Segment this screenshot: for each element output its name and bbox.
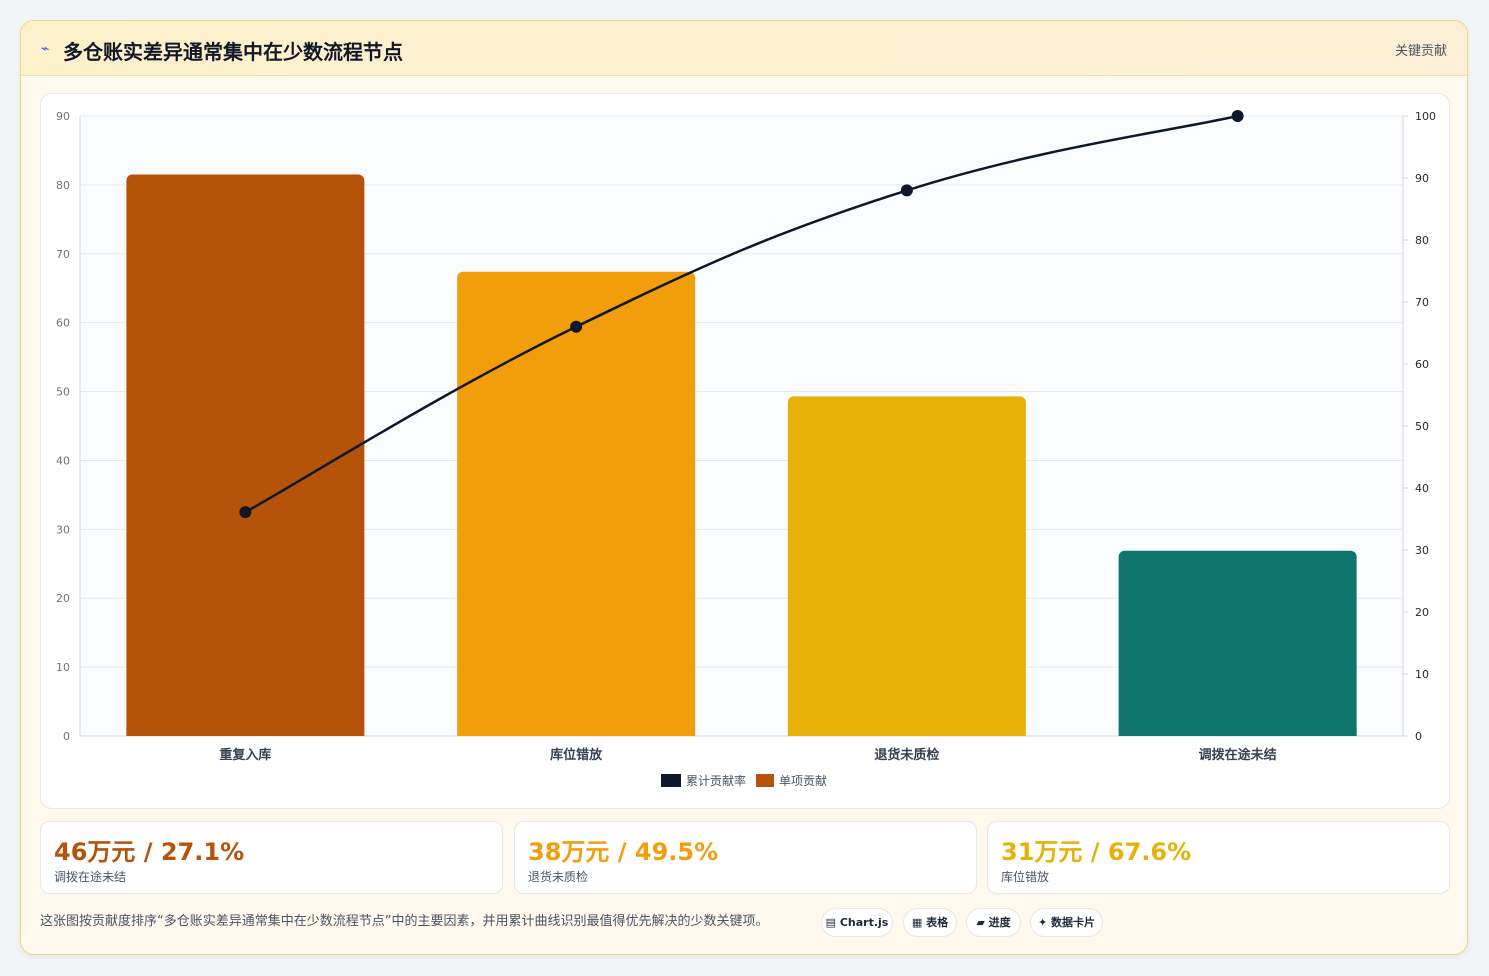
kpi-card: 31万元 / 67.6% 库位错放 (987, 821, 1450, 894)
y-right-tick-label: 30 (1415, 544, 1429, 557)
y-left-tick-label: 30 (56, 523, 70, 536)
bar-base (1118, 728, 1357, 736)
kpi-value: 38万元 / 49.5% (528, 838, 719, 866)
pareto-chart: 0 10 20 30 40 50 60 70 80 90 0 10 20 30 40 50 60 70 80 90 10… (56, 110, 1436, 788)
chip-progress[interactable]: ▰ 进度 (966, 908, 1021, 937)
y-right-tick-label: 40 (1415, 482, 1429, 495)
card-title: 多仓账实差异通常集中在少数流程节点 (63, 40, 403, 64)
y-left-tick-label: 20 (56, 592, 70, 605)
bar (126, 174, 365, 737)
chip-data-card[interactable]: ✦ 数据卡片 (1030, 908, 1103, 937)
y-left-tick-label: 90 (56, 110, 70, 123)
legend-swatch (661, 774, 681, 787)
kpi-value: 46万元 / 27.1% (54, 838, 245, 866)
cumulative-point (239, 506, 252, 519)
x-tick-label: 库位错放 (550, 747, 603, 763)
y-left-tick-label: 0 (63, 730, 70, 743)
y-right-tick-label: 20 (1415, 606, 1429, 619)
x-tick-label: 调拨在途未结 (1199, 747, 1277, 763)
bar (1118, 550, 1357, 736)
y-right-tick-label: 100 (1415, 110, 1436, 123)
y-right-tick-label: 70 (1415, 296, 1429, 309)
chip-chartjs[interactable]: ▤ Chart.js (821, 908, 893, 937)
cumulative-point (570, 320, 583, 333)
bar-base (787, 728, 1026, 736)
bar (787, 396, 1026, 736)
x-tick-label: 重复入库 (219, 747, 271, 763)
bar-base (457, 728, 696, 736)
legend-swatch (756, 774, 774, 787)
report-card: ⌁ 多仓账实差异通常集中在少数流程节点 关键贡献 0 10 20 30 40 50 60 70… (20, 20, 1468, 955)
y-left-tick-label: 80 (56, 179, 70, 192)
cumulative-line (244, 114, 1238, 514)
y-left-tick-label: 60 (56, 317, 70, 330)
y-right-tick-label: 90 (1415, 172, 1429, 185)
cumulative-point (1231, 110, 1244, 122)
kpi-card: 38万元 / 49.5% 退货未质检 (514, 821, 977, 894)
y-left-tick-label: 10 (56, 661, 70, 674)
chip-table[interactable]: ▦ 表格 (903, 908, 957, 937)
legend-label: 单项贡献 (779, 773, 827, 788)
legend-label: 累计贡献率 (686, 773, 746, 788)
card-header: ⌁ 多仓账实差异通常集中在少数流程节点 关键贡献 (21, 21, 1467, 76)
y-left-tick-label: 70 (56, 248, 70, 261)
y-right-tick-label: 50 (1415, 420, 1429, 433)
y-right-tick-label: 0 (1415, 730, 1422, 743)
lightning-icon: ⌁ (41, 41, 50, 57)
x-tick-label: 退货未质检 (874, 747, 939, 763)
header-tag: 关键贡献 (1394, 44, 1447, 59)
y-right-tick-label: 10 (1415, 668, 1429, 681)
y-right-tick-label: 80 (1415, 234, 1429, 247)
kpi-label: 库位错放 (1001, 870, 1050, 884)
bar (457, 271, 696, 736)
cumulative-point (900, 184, 913, 197)
kpi-label: 退货未质检 (528, 870, 589, 884)
bar-base (126, 728, 365, 736)
kpi-value: 31万元 / 67.6% (1001, 838, 1192, 866)
kpi-label: 调拨在途未结 (54, 870, 127, 884)
chart-description: 这张图按贡献度排序“多仓账实差异通常集中在少数流程节点”中的主要因素，并用累计曲… (40, 914, 769, 929)
y-left-tick-label: 50 (56, 386, 70, 399)
kpi-card: 46万元 / 27.1% 调拨在途未结 (40, 821, 503, 894)
y-right-tick-label: 60 (1415, 358, 1429, 371)
y-left-tick-label: 40 (56, 454, 70, 467)
chart-panel: 0 10 20 30 40 50 60 70 80 90 0 10 20 30 40 50 60 70 80 90 10… (40, 93, 1450, 809)
